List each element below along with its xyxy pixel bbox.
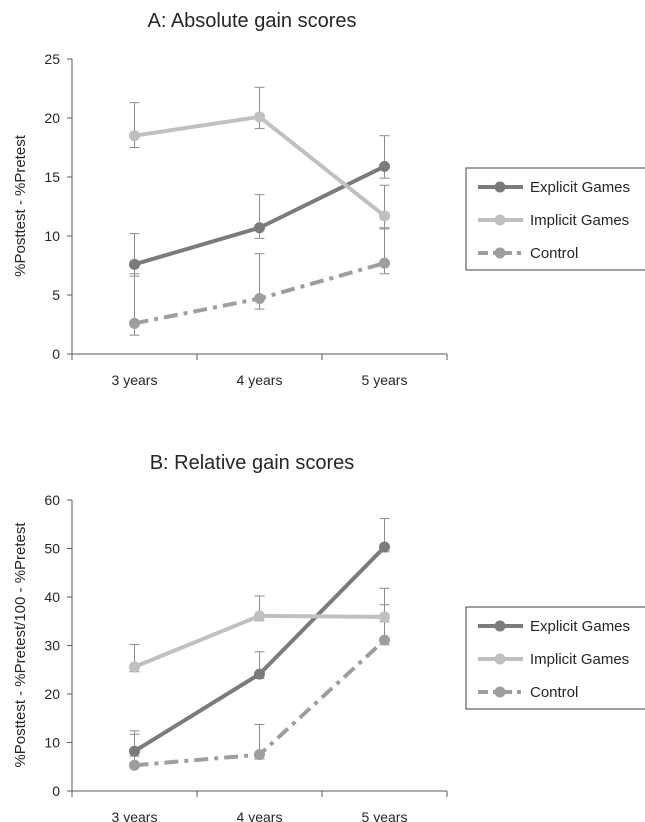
chart-a-y-tick-label: 20 xyxy=(44,110,60,126)
chart-b-y-tick-label: 0 xyxy=(52,783,60,799)
chart-b-data-point xyxy=(254,610,265,622)
chart-a-error-bar xyxy=(254,86,265,130)
chart-a-y-tick-label: 0 xyxy=(52,346,60,362)
chart-a-legend-swatch-marker xyxy=(494,181,506,193)
chart-a-y-tick-label: 15 xyxy=(44,169,60,185)
chart-b-x-tick-label: 4 years xyxy=(237,809,283,822)
chart-a-x-tick-label: 3 years xyxy=(112,372,158,388)
chart-a-x-tick-label: 5 years xyxy=(362,372,408,388)
chart-a-legend-swatch-marker xyxy=(494,214,506,226)
chart-b-y-tick-label: 20 xyxy=(44,686,60,702)
chart-b-legend-label: Control xyxy=(530,684,578,701)
chart-a-y-axis-label: %Posttest - %Pretest xyxy=(12,134,29,277)
chart-b-x-tick-label: 5 years xyxy=(362,809,408,822)
chart-b-series-line-0 xyxy=(133,545,386,753)
chart-a-legend-label: Implicit Games xyxy=(530,212,629,229)
chart-b-x-tick-label: 3 years xyxy=(112,809,158,822)
chart-b-y-tick-label: 10 xyxy=(44,735,60,751)
chart-b-data-point xyxy=(129,759,140,771)
chart-b-data-point xyxy=(254,749,265,761)
chart-b-data-point xyxy=(379,611,390,623)
chart-a-legend-swatch-marker xyxy=(494,247,506,259)
chart-b-legend: Explicit Games Implicit Games Control xyxy=(465,606,645,710)
chart-a-y-tick-label: 5 xyxy=(52,287,60,303)
chart-a-data-point xyxy=(129,317,140,329)
chart-b-legend-label: Implicit Games xyxy=(530,651,629,668)
chart-b-data-point xyxy=(379,541,390,553)
chart-a-legend: Explicit Games Implicit Games Control xyxy=(465,167,645,271)
chart-b-y-tick-label: 60 xyxy=(44,492,60,508)
chart-a-y-tick-label: 25 xyxy=(44,51,60,67)
chart-b-data-point xyxy=(129,661,140,673)
chart-a-data-point xyxy=(379,257,390,269)
chart-a-data-point xyxy=(379,210,390,222)
chart-a-y-tick-label: 10 xyxy=(44,228,60,244)
chart-a-x-tick-label: 4 years xyxy=(237,372,283,388)
chart-b-y-axis-label: %Posttest - %Pretest/100 - %Pretest xyxy=(12,522,29,768)
chart-a-data-point xyxy=(254,222,265,234)
chart-b-data-point xyxy=(254,668,265,680)
chart-a-title: A: Absolute gain scores xyxy=(147,10,356,32)
chart-a-data-point xyxy=(129,258,140,270)
chart-a-legend-label: Control xyxy=(530,245,578,262)
chart-b-y-tick-label: 30 xyxy=(44,638,60,654)
chart-b-y-tick-label: 50 xyxy=(44,541,60,557)
chart-b-data-point xyxy=(379,634,390,646)
chart-b-data-point xyxy=(129,745,140,757)
chart-a-data-point xyxy=(254,293,265,305)
chart-b-legend-swatch-marker xyxy=(494,686,506,698)
chart-a-legend-label: Explicit Games xyxy=(530,179,630,196)
chart-b-legend-swatch-marker xyxy=(494,653,506,665)
chart-a-data-point xyxy=(379,160,390,172)
chart-a-data-point xyxy=(254,111,265,123)
chart-b-title: B: Relative gain scores xyxy=(150,452,355,474)
chart-b-legend-label: Explicit Games xyxy=(530,618,630,635)
chart-b-legend-swatch-marker xyxy=(494,620,506,632)
chart-a-data-point xyxy=(129,130,140,142)
chart-b-y-tick-label: 40 xyxy=(44,589,60,605)
